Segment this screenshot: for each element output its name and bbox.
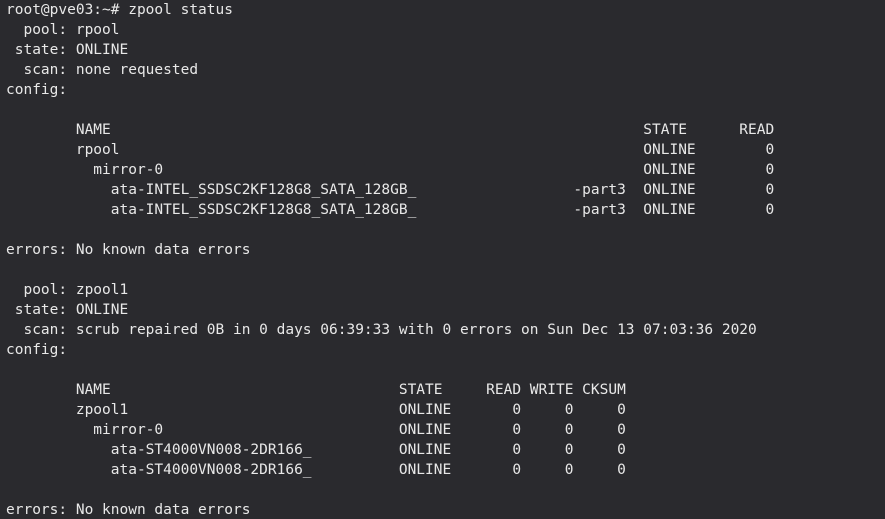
terminal-output: root@pve03:~# zpool status pool: rpool s… xyxy=(0,0,885,519)
